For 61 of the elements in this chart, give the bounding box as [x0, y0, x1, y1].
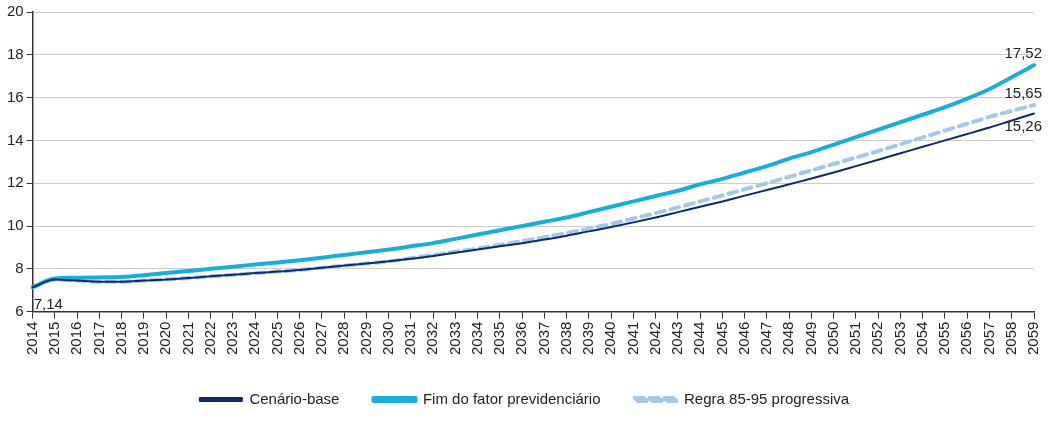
x-tick-label: 2033: [445, 321, 463, 356]
x-tick-label: 2024: [245, 321, 263, 356]
x-tick-label: 2028: [334, 321, 352, 356]
legend-label: Cenário-base: [249, 389, 340, 407]
x-tick-label: 2019: [134, 321, 152, 356]
y-tick-label: 14: [7, 130, 24, 148]
x-tick-label: 2042: [645, 321, 663, 356]
x-tick-label: 2045: [712, 321, 730, 356]
x-tick-label: 2022: [200, 321, 218, 356]
x-tick-label: 2034: [467, 321, 485, 356]
x-tick-label: 2040: [601, 321, 619, 356]
x-tick-label: 2036: [512, 321, 530, 356]
x-tick-label: 2031: [401, 321, 419, 356]
x-tick-label: 2055: [935, 321, 953, 356]
x-tick-label: 2027: [312, 321, 330, 356]
y-tick-label: 8: [15, 258, 24, 276]
x-tick-label: 2014: [22, 321, 40, 356]
x-tick-label: 2046: [734, 321, 752, 356]
x-tick-label: 2037: [534, 321, 552, 356]
x-tick-label: 2020: [156, 321, 174, 356]
x-tick-label: 2017: [89, 321, 107, 356]
y-tick-label: 20: [7, 2, 24, 20]
x-tick-label: 2038: [556, 321, 574, 356]
data-label: 15,65: [1004, 83, 1042, 101]
y-tick-label: 12: [7, 173, 24, 191]
x-tick-label: 2039: [579, 321, 597, 356]
x-tick-label: 2051: [846, 321, 864, 356]
legend-label: Regra 85-95 progressiva: [684, 389, 850, 407]
data-label: 15,26: [1004, 117, 1042, 135]
x-tick-label: 2041: [623, 321, 641, 356]
x-tick-label: 2021: [178, 321, 196, 356]
y-tick-label: 16: [7, 87, 24, 105]
y-tick-label: 6: [15, 301, 24, 319]
x-tick-label: 2015: [45, 321, 63, 356]
x-tick-label: 2016: [67, 321, 85, 356]
x-tick-label: 2056: [957, 321, 975, 356]
data-label: 7,14: [33, 294, 63, 312]
x-tick-label: 2049: [801, 321, 819, 356]
x-tick-label: 2057: [979, 321, 997, 356]
x-tick-label: 2053: [890, 321, 908, 356]
legend-label: Fim do fator previdenciário: [422, 389, 601, 407]
x-tick-label: 2050: [823, 321, 841, 356]
x-tick-label: 2025: [267, 321, 285, 356]
x-tick-label: 2035: [490, 321, 508, 356]
x-tick-label: 2058: [1001, 321, 1019, 356]
y-tick-label: 18: [7, 44, 24, 62]
y-tick-label: 10: [7, 216, 24, 234]
x-tick-label: 2023: [223, 321, 241, 356]
x-tick-label: 2029: [356, 321, 374, 356]
x-tick-label: 2054: [912, 321, 930, 356]
x-tick-label: 2032: [423, 321, 441, 356]
x-tick-label: 2018: [111, 321, 129, 356]
x-tick-label: 2059: [1024, 321, 1042, 356]
x-tick-label: 2044: [690, 321, 708, 356]
x-tick-label: 2030: [378, 321, 396, 356]
x-tick-label: 2043: [668, 321, 686, 356]
data-label: 17,52: [1004, 43, 1042, 61]
x-tick-label: 2048: [779, 321, 797, 356]
x-tick-label: 2052: [868, 321, 886, 356]
x-tick-label: 2047: [757, 321, 775, 356]
x-tick-label: 2026: [289, 321, 307, 356]
